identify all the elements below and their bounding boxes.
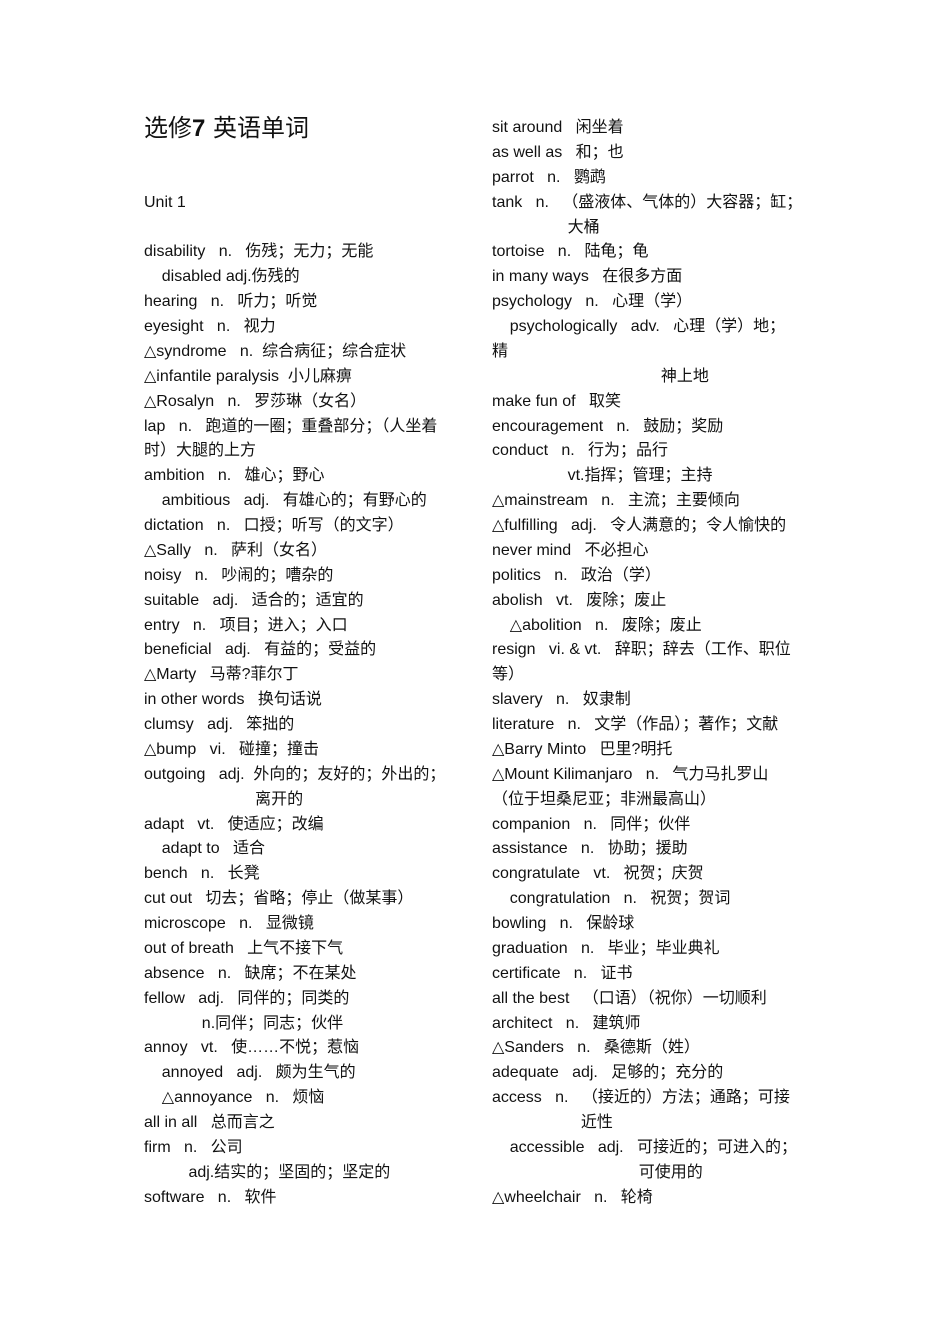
vocab-line: clumsy adj. 笨拙的 [144,716,295,733]
vocab-line: in other words 换句话说 [144,691,322,709]
vocab-line: △Sally n. 萨利（女名） [144,541,328,559]
vocab-line: graduation n. 毕业；毕业典礼 [492,939,720,957]
vocab-line: 等） [492,666,525,684]
vocab-line: cut out 切去；省略；停止（做某事） [144,890,414,908]
vocab-line: psychology n. 心理（学） [492,293,693,311]
vocab-line: all the best （口语）（祝你）一切顺利 [492,989,767,1007]
vocab-line: 时）大腿的上方 [144,442,257,460]
vocab-line: △Mount Kilimanjaro n. 气力马扎罗山 [492,765,769,783]
title-number: 7 [192,115,206,142]
vocab-line: as well as 和；也 [492,143,624,161]
vocab-line: △annoyance n. 烦恼 [144,1089,325,1107]
vocab-line: disabled adj.伤残的 [144,268,300,286]
vocab-line: assistance n. 协助；援助 [492,840,688,858]
vocab-line: absence n. 缺席；不在某处 [144,964,357,982]
vocab-line: conduct n. 行为；品行 [492,442,669,460]
document-title: 选修7 英语单词 [144,116,474,141]
vocab-line: certificate n. 证书 [492,964,633,982]
vocab-line: lap n. 跑道的一圈；重叠部分；（人坐着 [144,417,438,435]
vocab-line: △wheelchair n. 轮椅 [492,1188,653,1206]
vocab-line: tortoise n. 陆龟；龟 [492,243,649,261]
vocab-line: adequate adj. 足够的；充分的 [492,1064,724,1082]
vocab-line: △fulfilling adj. 令人满意的；令人愉快的 [492,517,787,534]
vocab-line: annoy vt. 使……不悦；惹恼 [144,1039,360,1057]
vocab-line: 大桶 [492,218,600,236]
blank-line [144,216,474,241]
vocab-line: noisy n. 吵闹的；嘈杂的 [144,566,334,584]
vocab-line: in many ways 在很多方面 [492,268,683,286]
vocab-line: congratulate vt. 祝贺；庆贺 [492,865,704,883]
vocab-line: △Marty 马蒂?菲尔丁 [144,666,299,684]
left-column: 选修7 英语单词 Unit 1 disability n. 伤残；无力；无能 di… [144,116,474,1211]
blank-line [144,141,474,166]
vocab-line: △Barry Minto 巴里?明托 [492,740,673,758]
vocab-line: beneficial adj. 有益的；受益的 [144,641,377,659]
vocab-line: parrot n. 鹦鹉 [492,168,606,186]
vocab-line: slavery n. 奴隶制 [492,691,631,709]
vocab-line: fellow adj. 同伴的；同类的 [144,989,350,1007]
vocab-line: disability n. 伤残；无力；无能 [144,243,374,261]
vocab-line: out of breath 上气不接下气 [144,939,344,957]
vocab-line: suitable adj. 适合的；适宜的 [144,591,364,609]
vocab-line: n.同伴；同志；伙伴 [144,1014,344,1032]
title-prefix: 选修 [144,114,192,142]
vocab-line: literature n. 文学（作品）；著作；文献 [492,716,779,733]
vocab-line: dictation n. 口授；听写（的文字） [144,517,404,534]
vocab-line: companion n. 同伴；伙伴 [492,815,691,833]
blank-line [144,166,474,191]
vocab-line: hearing n. 听力；听觉 [144,293,318,311]
vocab-line: software n. 软件 [144,1188,277,1206]
vocab-line: 近性 [492,1114,613,1131]
vocab-line: △Sanders n. 桑德斯（姓） [492,1039,700,1057]
vocab-line: adapt vt. 使适应；改编 [144,815,324,833]
vocab-line: vt.指挥；管理；主持 [492,467,713,485]
vocab-line: entry n. 项目；进入；入口 [144,616,348,634]
vocab-line: 离开的 [144,790,304,808]
vocab-line: politics n. 政治（学） [492,566,661,584]
vocab-line: firm n. 公司 [144,1138,243,1156]
vocab-line: adapt to 适合 [144,840,265,858]
vocab-line: bench n. 长凳 [144,865,260,883]
vocab-line: make fun of 取笑 [492,392,621,410]
vocab-line: 精 [492,342,509,360]
vocab-line: psychologically adv. 心理（学）地； [492,318,786,335]
vocab-line: adj.结实的；坚固的；坚定的 [144,1163,391,1181]
vocab-line: △mainstream n. 主流；主要倾向 [492,492,740,510]
section-heading: Unit 1 [144,193,186,211]
vocab-line: sit around 闲坐着 [492,119,624,136]
vocab-line: never mind 不必担心 [492,541,649,559]
vocab-line: congratulation n. 祝贺；贺词 [492,890,731,908]
vocab-line: △syndrome n. 综合病征；综合症状 [144,342,407,360]
vocab-line: tank n. （盛液体、气体的）大容器；缸； [492,193,803,211]
vocab-line: ambition n. 雄心；野心 [144,467,325,485]
vocab-line: accessible adj. 可接近的；可进入的； [492,1138,797,1156]
vocab-line: architect n. 建筑师 [492,1014,641,1032]
vocab-line: △infantile paralysis 小儿麻痹 [144,367,352,385]
vocab-line: △abolition n. 废除；废止 [492,616,702,634]
title-suffix: 英语单词 [213,114,309,142]
vocab-line: 神上地 [492,367,709,385]
vocab-line: resign vi. & vt. 辞职；辞去（工作、职位 [492,641,791,659]
vocab-line: annoyed adj. 颇为生气的 [144,1064,356,1082]
vocab-line: abolish vt. 废除；废止 [492,591,667,609]
vocab-line: eyesight n. 视力 [144,318,276,335]
vocab-line: outgoing adj. 外向的；友好的；外出的； [144,765,446,783]
vocab-line: ambitious adj. 有雄心的；有野心的 [144,492,427,510]
vocab-line: encouragement n. 鼓励；奖励 [492,417,724,435]
vocab-line: 可使用的 [492,1163,703,1181]
vocab-line: △bump vi. 碰撞；撞击 [144,740,320,758]
vocab-line: access n. （接近的）方法；通路；可接 [492,1089,790,1107]
vocab-line: （位于坦桑尼亚；非洲最高山） [492,790,717,808]
vocab-line: all in all 总而言之 [144,1114,275,1131]
vocab-line: △Rosalyn n. 罗莎琳（女名） [144,392,367,410]
vocab-line: microscope n. 显微镜 [144,915,314,932]
vocab-line: bowling n. 保龄球 [492,915,635,932]
right-column: sit around 闲坐着 as well as 和；也 parrot n. 鹦鹉… [492,116,822,1211]
